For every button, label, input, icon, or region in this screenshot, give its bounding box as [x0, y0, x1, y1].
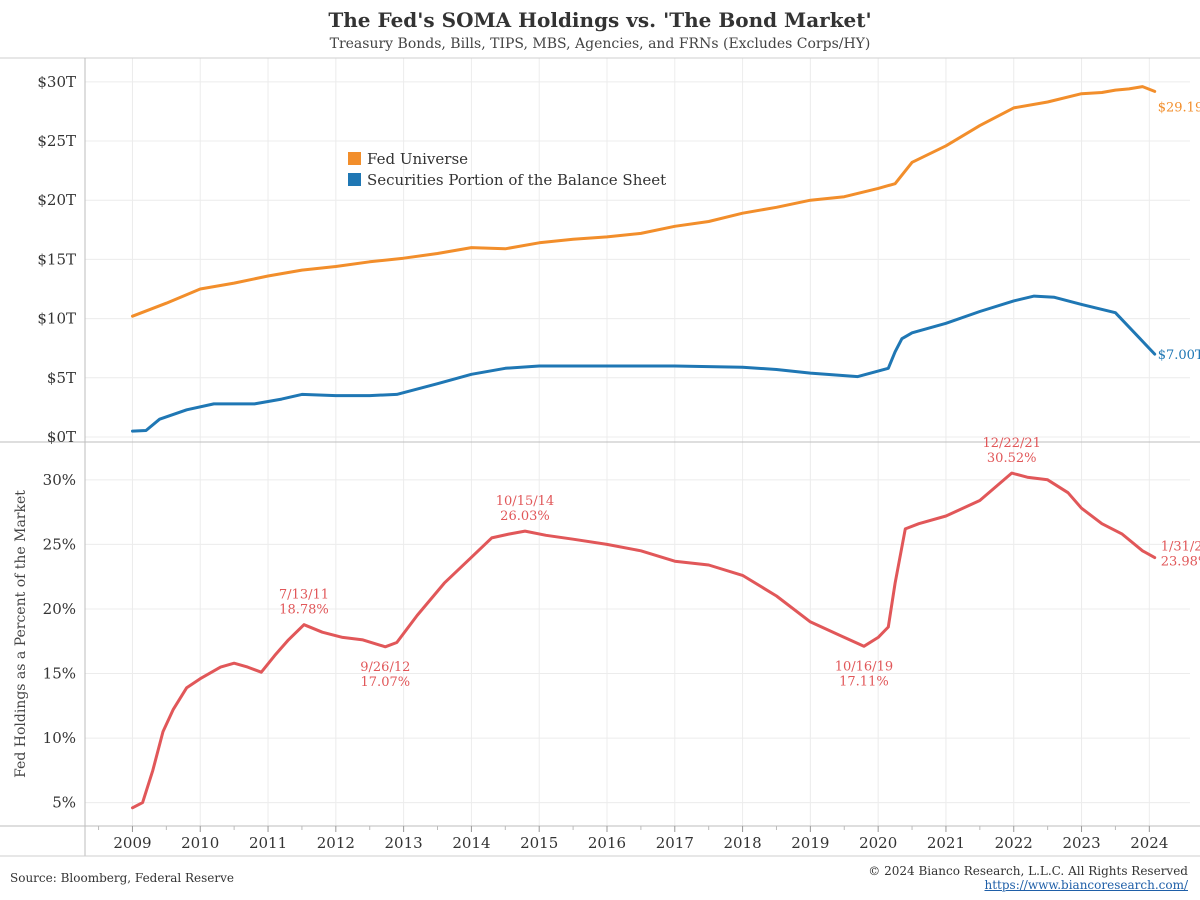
annotation-date: 10/15/14 [496, 494, 554, 509]
copyright-text: © 2024 Bianco Research, L.L.C. All Right… [868, 864, 1188, 878]
fed-universe-end-label: $29.19T [1158, 100, 1200, 115]
annotation-value: 17.11% [839, 674, 889, 689]
chart-subtitle: Treasury Bonds, Bills, TIPS, MBS, Agenci… [329, 36, 871, 52]
annotation-value: 17.07% [361, 675, 411, 690]
top-y-tick-label: $0T [47, 428, 76, 446]
x-tick-label: 2011 [249, 834, 287, 852]
chart-labels: $0T $5T $10T $15T $20T $25T $30T 5% 10% 15% 20% 25%… [13, 73, 1200, 852]
x-tick-label: 2017 [656, 834, 694, 852]
top-y-tick-label: $15T [37, 250, 76, 268]
bottom-y-tick-label: 15% [43, 665, 76, 683]
x-tick-label: 2021 [927, 834, 965, 852]
x-tick-label: 2020 [859, 834, 897, 852]
bottom-y-tick-label: 30% [43, 471, 76, 489]
source-note: Source: Bloomberg, Federal Reserve [10, 871, 235, 885]
top-y-tick-label: $30T [37, 73, 76, 91]
x-tick-label: 2013 [385, 834, 423, 852]
x-tick-label: 2022 [995, 834, 1033, 852]
annotation-date: 1/31/24 [1161, 540, 1200, 555]
percent-of-market-line [131, 471, 1157, 810]
fed-universe-line [131, 85, 1157, 318]
annotation-date: 10/16/19 [835, 659, 893, 674]
legend-swatch [348, 173, 361, 186]
bottom-y-tick-label: 25% [43, 535, 76, 553]
top-panel-series [131, 85, 1157, 433]
x-tick-label: 2010 [181, 834, 219, 852]
bottom-y-axis-label: Fed Holdings as a Percent of the Market [13, 490, 29, 778]
annotation-value: 30.52% [987, 451, 1037, 466]
bottom-y-tick-label: 5% [52, 794, 76, 812]
top-y-tick-label: $20T [37, 191, 76, 209]
x-tick-label: 2012 [317, 834, 355, 852]
bottom-panel-series [131, 471, 1157, 810]
bottom-y-tick-label: 10% [43, 729, 76, 747]
x-tick-label: 2015 [520, 834, 558, 852]
top-y-tick-label: $5T [47, 369, 76, 387]
annotation-date: 12/22/21 [983, 436, 1041, 451]
website-link[interactable]: https://www.biancoresearch.com/ [984, 878, 1188, 892]
legend: Fed Universe Securities Portion of the Ba… [348, 150, 666, 189]
securities-end-label: $7.00T [1158, 348, 1200, 363]
annotation-value: 26.03% [500, 509, 550, 524]
chart-title: The Fed's SOMA Holdings vs. 'The Bond Ma… [328, 8, 872, 32]
copyright-block: © 2024 Bianco Research, L.L.C. All Right… [868, 864, 1188, 892]
securities-line [131, 294, 1157, 433]
annotation-value: 18.78% [279, 603, 329, 618]
x-tick-label: 2014 [452, 834, 490, 852]
bottom-y-tick-label: 20% [43, 600, 76, 618]
x-tick-label: 2016 [588, 834, 626, 852]
top-y-tick-label: $10T [37, 310, 76, 328]
x-tick-label: 2009 [113, 834, 151, 852]
bottom-panel-grid [85, 442, 1190, 826]
annotation-date: 9/26/12 [360, 660, 410, 675]
annotation-date: 7/13/11 [279, 588, 329, 603]
x-tick-label: 2024 [1130, 834, 1168, 852]
x-tick-label: 2019 [791, 834, 829, 852]
top-y-tick-label: $25T [37, 132, 76, 150]
x-tick-label: 2023 [1062, 834, 1100, 852]
legend-entry: Fed Universe [367, 150, 468, 168]
legend-entry: Securities Portion of the Balance Sheet [367, 171, 666, 189]
annotation-value: 23.98% [1161, 555, 1200, 570]
x-tick-label: 2018 [723, 834, 761, 852]
top-panel-grid [85, 58, 1190, 442]
legend-swatch [348, 152, 361, 165]
chart-frame [0, 57, 1200, 857]
